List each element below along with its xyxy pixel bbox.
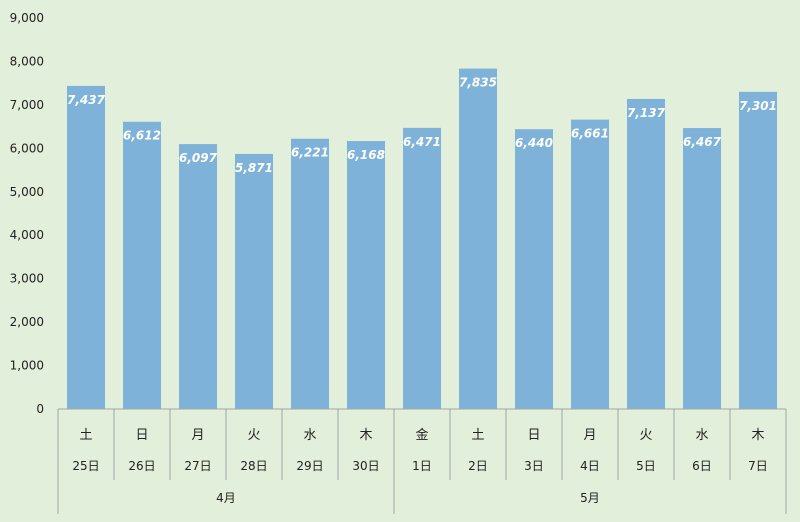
- data-label: 7,301: [739, 99, 777, 113]
- y-tick-label: 0: [36, 402, 44, 416]
- date-label: 4日: [580, 459, 600, 473]
- weekday-label: 水: [303, 428, 316, 443]
- bar: [571, 119, 609, 410]
- bar: [67, 85, 105, 410]
- weekday-label: 木: [751, 428, 764, 443]
- bar: [235, 153, 273, 409]
- data-label: 7,437: [67, 93, 106, 107]
- bar: [403, 127, 441, 409]
- data-label: 6,467: [683, 135, 722, 149]
- bar: [179, 144, 217, 410]
- bar: [739, 91, 777, 410]
- weekday-label: 金: [415, 427, 428, 443]
- date-label: 1日: [412, 459, 432, 473]
- date-label: 27日: [184, 459, 211, 473]
- weekday-label: 日: [527, 428, 540, 443]
- date-label: 25日: [72, 459, 99, 473]
- y-tick-label: 7,000: [10, 98, 44, 112]
- date-label: 5日: [636, 459, 656, 473]
- bar: [459, 68, 497, 409]
- weekday-label: 火: [247, 428, 260, 443]
- category-axis: 4月 5月 土 25日 日 26日 月 27日 火 28日 水 29日 木 30日 金 1日 土 2日 日 3日 月 4日…: [57, 408, 787, 514]
- data-label: 6,612: [123, 129, 161, 143]
- date-label: 28日: [240, 459, 267, 473]
- y-tick-label: 1,000: [10, 359, 44, 373]
- weekday-label: 木: [359, 428, 372, 443]
- y-tick-label: 2,000: [10, 315, 44, 329]
- weekday-label: 月: [583, 428, 596, 443]
- date-label: 6日: [692, 459, 712, 473]
- bar: [347, 141, 385, 409]
- data-label: 7,137: [627, 106, 666, 120]
- data-labels: 7,437 6,612 6,097 5,871 6,221 6,168 6,471 7,835…: [67, 76, 777, 175]
- y-tick-label: 8,000: [10, 54, 44, 68]
- y-tick-label: 3,000: [10, 272, 44, 286]
- weekday-label: 火: [639, 428, 652, 443]
- date-label: 2日: [468, 459, 488, 473]
- weekday-label: 日: [135, 428, 148, 443]
- data-label: 5,871: [235, 161, 273, 175]
- data-label: 6,440: [515, 136, 553, 150]
- y-axis-ticks: 0 1,000 2,000 3,000 4,000 5,000 6,000 7,000 8,00…: [10, 11, 44, 416]
- bar: [291, 138, 329, 409]
- bar: [515, 129, 553, 409]
- data-label: 7,835: [459, 76, 497, 90]
- data-label: 6,471: [403, 135, 441, 149]
- weekday-label: 月: [191, 428, 204, 443]
- date-label: 30日: [352, 459, 379, 473]
- weekday-label: 土: [471, 428, 484, 443]
- weekday-label: 土: [79, 428, 92, 443]
- data-label: 6,097: [179, 151, 218, 165]
- weekday-label: 水: [695, 428, 708, 443]
- y-tick-label: 6,000: [10, 141, 44, 155]
- bar: [683, 128, 721, 409]
- date-label: 26日: [128, 459, 155, 473]
- data-label: 6,221: [291, 146, 329, 160]
- date-label: 3日: [524, 459, 544, 473]
- y-tick-label: 9,000: [10, 11, 44, 25]
- data-label: 6,661: [571, 127, 609, 141]
- bar: [627, 98, 665, 409]
- y-tick-label: 5,000: [10, 185, 44, 199]
- month-label: 4月: [216, 491, 236, 505]
- y-tick-label: 4,000: [10, 228, 44, 242]
- data-label: 6,168: [347, 148, 385, 162]
- date-label: 7日: [748, 459, 768, 473]
- bars: [67, 68, 777, 410]
- date-label: 29日: [296, 459, 323, 473]
- month-label: 5月: [580, 491, 600, 505]
- bar: [123, 121, 161, 409]
